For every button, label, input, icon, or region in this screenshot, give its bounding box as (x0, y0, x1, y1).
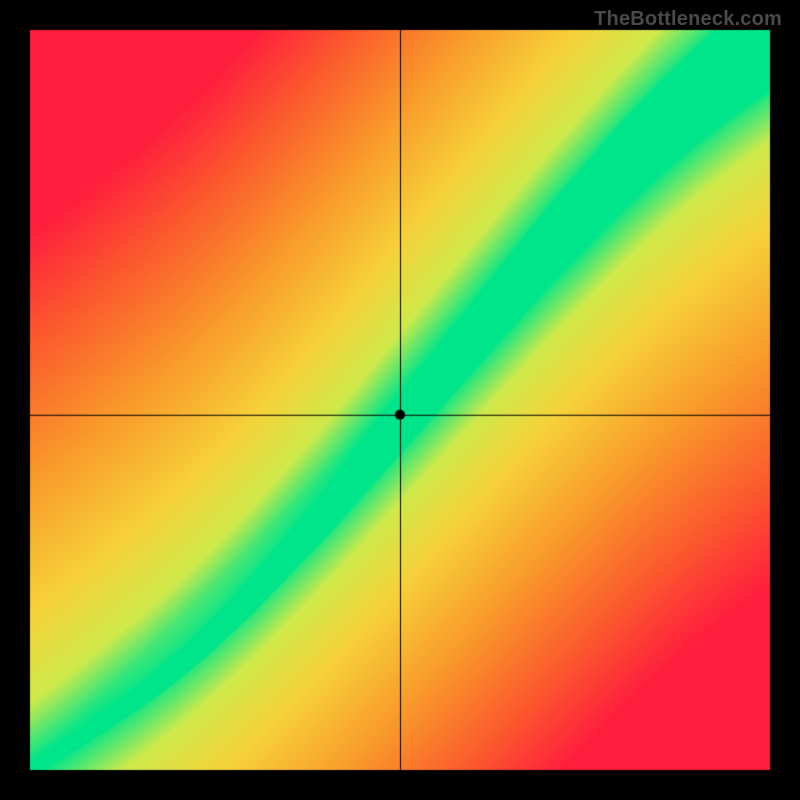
watermark-text: TheBottleneck.com (594, 8, 782, 31)
bottleneck-heatmap (0, 0, 800, 800)
chart-container: TheBottleneck.com (0, 0, 800, 800)
